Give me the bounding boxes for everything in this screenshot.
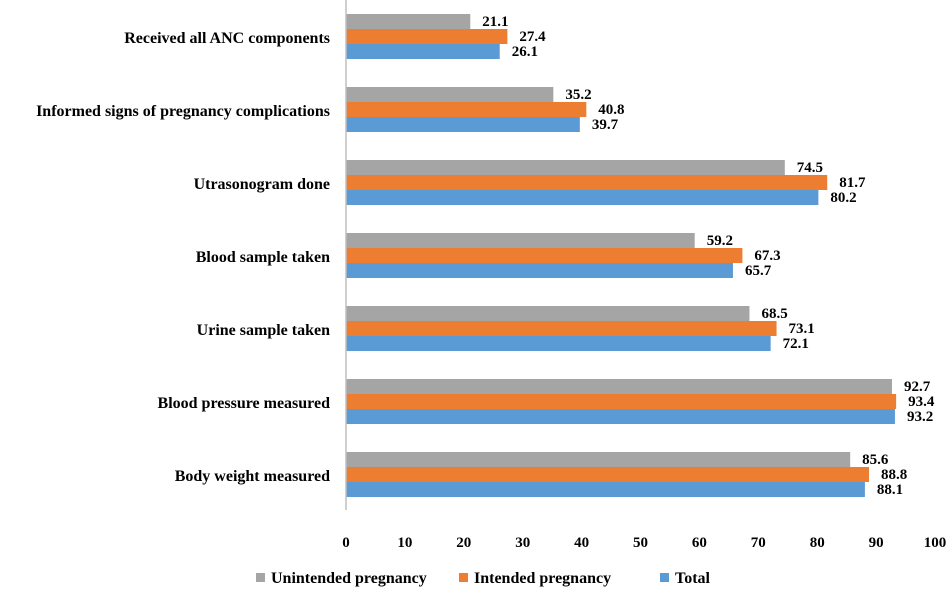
bar-chart: 0 10 20 30 40 50 60 70 80 90 100 21.1 27.426.1 Recei… — [0, 0, 948, 590]
legend: Unintended pregnancy Intended pregnancy To… — [256, 570, 711, 587]
bars-layer — [346, 14, 896, 497]
bar-body-weight-measured-total — [346, 482, 865, 497]
bar-body-weight-measured-unintended-pregnancy — [346, 452, 850, 467]
data-label: 68.5 — [761, 306, 787, 322]
data-label: 88.8 — [881, 467, 907, 483]
data-label: 67.3 — [754, 248, 780, 264]
x-tick-label: 100 — [924, 535, 947, 551]
data-label: 81.7 — [839, 175, 866, 191]
data-label: 80.2 — [830, 190, 856, 206]
x-tick-label: 80 — [810, 535, 825, 551]
category-label: Blood sample taken — [196, 249, 330, 266]
bar-utrasonogram-done-intended-pregnancy — [346, 175, 827, 190]
data-label: 74.5 — [797, 160, 823, 176]
chart-container: 0 10 20 30 40 50 60 70 80 90 100 21.1 27.4 26.1 Recei… — [0, 0, 948, 590]
data-label: 92.7 — [904, 379, 931, 395]
x-tick-label: 20 — [456, 535, 471, 551]
bar-informed-signs-of-pregnancy-complications-total — [346, 117, 580, 132]
data-label: 72.1 — [783, 336, 809, 352]
category-label: Blood pressure measured — [158, 395, 331, 412]
bar-blood-pressure-measured-unintended-pregnancy — [346, 379, 892, 394]
x-tick-label: 60 — [692, 535, 707, 551]
data-label: 65.7 — [745, 263, 772, 279]
x-tick-label: 10 — [397, 535, 412, 551]
data-label: 59.2 — [707, 233, 733, 249]
category-label: Informed signs of pregnancy complication… — [36, 103, 330, 120]
data-label: 73.1 — [789, 321, 815, 337]
bar-utrasonogram-done-unintended-pregnancy — [346, 160, 785, 175]
category-label: Urine sample taken — [197, 322, 330, 339]
x-tick-label: 0 — [342, 535, 350, 551]
bar-blood-sample-taken-unintended-pregnancy — [346, 233, 695, 248]
x-tick-label: 70 — [751, 535, 766, 551]
legend-swatch — [459, 573, 468, 582]
bar-received-all-anc-components-unintended-pregnancy — [346, 14, 470, 29]
data-label: 93.4 — [908, 394, 935, 410]
x-tick-label: 50 — [633, 535, 648, 551]
legend-label: Unintended pregnancy — [271, 570, 427, 587]
data-label: 39.7 — [592, 117, 619, 133]
bar-urine-sample-taken-total — [346, 336, 771, 351]
data-label: 27.4 — [519, 29, 546, 45]
category-label: Received all ANC components — [124, 30, 330, 47]
bar-body-weight-measured-intended-pregnancy — [346, 467, 869, 482]
bar-received-all-anc-components-total — [346, 44, 500, 59]
bar-blood-sample-taken-intended-pregnancy — [346, 248, 742, 263]
legend-swatch — [660, 573, 669, 582]
bar-informed-signs-of-pregnancy-complications-intended-pregnancy — [346, 102, 586, 117]
category-label: Utrasonogram done — [194, 176, 330, 193]
bar-blood-pressure-measured-total — [346, 409, 895, 424]
x-tick-label: 40 — [574, 535, 589, 551]
data-label: 40.8 — [598, 102, 624, 118]
data-label: 35.2 — [565, 87, 591, 103]
data-label: 21.1 — [482, 14, 508, 30]
legend-label: Intended pregnancy — [474, 570, 611, 587]
data-label: 85.6 — [862, 452, 889, 468]
legend-label: Total — [675, 570, 711, 587]
bar-utrasonogram-done-total — [346, 190, 818, 205]
bar-urine-sample-taken-intended-pregnancy — [346, 321, 777, 336]
bar-received-all-anc-components-intended-pregnancy — [346, 29, 507, 44]
bar-blood-pressure-measured-intended-pregnancy — [346, 394, 896, 409]
bar-blood-sample-taken-total — [346, 263, 733, 278]
legend-swatch — [256, 573, 265, 582]
x-tick-label: 30 — [515, 535, 530, 551]
x-tick-label: 90 — [869, 535, 884, 551]
data-label: 93.2 — [907, 409, 933, 425]
bar-urine-sample-taken-unintended-pregnancy — [346, 306, 749, 321]
bar-informed-signs-of-pregnancy-complications-unintended-pregnancy — [346, 87, 553, 102]
data-label: 88.1 — [877, 482, 903, 498]
category-label: Body weight measured — [175, 468, 330, 485]
data-label: 26.1 — [512, 44, 538, 60]
